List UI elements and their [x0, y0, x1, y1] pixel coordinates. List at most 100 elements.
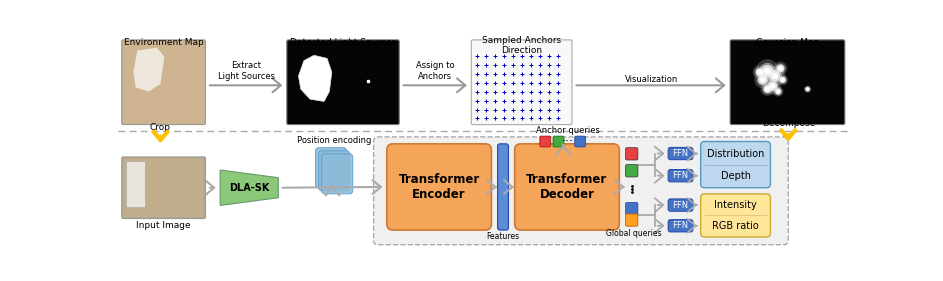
Circle shape [781, 78, 786, 82]
Text: Input Image: Input Image [137, 221, 190, 230]
FancyBboxPatch shape [122, 40, 206, 124]
Text: Environment Map: Environment Map [124, 38, 204, 47]
FancyBboxPatch shape [701, 194, 770, 237]
FancyBboxPatch shape [625, 214, 637, 226]
Circle shape [761, 78, 765, 82]
FancyBboxPatch shape [553, 136, 564, 147]
Circle shape [763, 85, 771, 94]
Circle shape [776, 64, 785, 73]
Text: Distribution: Distribution [707, 149, 764, 158]
FancyBboxPatch shape [701, 142, 770, 188]
Circle shape [776, 89, 781, 94]
FancyBboxPatch shape [124, 41, 204, 123]
FancyBboxPatch shape [730, 40, 845, 124]
FancyBboxPatch shape [124, 158, 204, 217]
Circle shape [778, 75, 787, 85]
Circle shape [774, 62, 786, 74]
Circle shape [804, 86, 811, 92]
Polygon shape [133, 47, 164, 92]
Text: Transformer
Encoder: Transformer Encoder [399, 173, 480, 201]
Text: Extract
Light Sources: Extract Light Sources [218, 61, 274, 81]
FancyBboxPatch shape [122, 157, 206, 219]
Text: Position encoding: Position encoding [297, 136, 372, 145]
Circle shape [772, 74, 777, 78]
Circle shape [780, 77, 786, 83]
Text: Sampled Anchors
Direction: Sampled Anchors Direction [482, 36, 561, 55]
FancyBboxPatch shape [124, 41, 204, 123]
Text: FFN: FFN [672, 221, 688, 230]
FancyBboxPatch shape [625, 148, 637, 160]
Text: FFN: FFN [672, 149, 688, 158]
Text: Detected Light Sources: Detected Light Sources [290, 38, 396, 47]
FancyBboxPatch shape [669, 220, 693, 232]
FancyBboxPatch shape [373, 137, 788, 245]
FancyBboxPatch shape [669, 169, 693, 182]
Circle shape [758, 71, 761, 74]
Circle shape [756, 60, 778, 81]
Polygon shape [298, 55, 332, 101]
FancyBboxPatch shape [387, 144, 491, 230]
FancyBboxPatch shape [287, 40, 399, 124]
Text: Intensity: Intensity [714, 200, 757, 210]
Circle shape [762, 65, 772, 76]
FancyBboxPatch shape [515, 144, 620, 230]
FancyBboxPatch shape [124, 41, 204, 123]
Text: DLA-SK: DLA-SK [229, 183, 270, 193]
FancyBboxPatch shape [625, 165, 637, 177]
Circle shape [769, 70, 782, 83]
Circle shape [782, 79, 784, 81]
Circle shape [769, 82, 777, 90]
Circle shape [766, 67, 785, 85]
FancyBboxPatch shape [574, 136, 586, 147]
Circle shape [805, 87, 810, 91]
Polygon shape [125, 161, 145, 207]
Circle shape [777, 65, 784, 71]
FancyBboxPatch shape [124, 41, 204, 123]
Text: Crop: Crop [150, 123, 171, 132]
FancyBboxPatch shape [669, 147, 693, 160]
FancyBboxPatch shape [319, 151, 350, 191]
FancyBboxPatch shape [124, 41, 204, 123]
Circle shape [755, 68, 764, 76]
Text: Global queries: Global queries [605, 228, 661, 237]
Text: FFN: FFN [672, 201, 688, 210]
FancyBboxPatch shape [322, 154, 353, 194]
Text: ···: ··· [562, 135, 573, 148]
Text: Visualization: Visualization [624, 75, 678, 84]
Circle shape [766, 88, 769, 91]
Text: Features: Features [487, 232, 520, 241]
Circle shape [765, 78, 781, 94]
Text: Gaussian Map: Gaussian Map [756, 38, 819, 47]
Circle shape [807, 89, 808, 90]
Circle shape [759, 76, 767, 84]
Circle shape [770, 84, 775, 88]
Text: Anchor queries: Anchor queries [536, 126, 600, 135]
Circle shape [773, 87, 783, 96]
Text: FFN: FFN [672, 171, 688, 180]
Circle shape [757, 74, 769, 85]
Circle shape [755, 72, 770, 88]
Circle shape [777, 90, 779, 93]
Text: Transformer
Decoder: Transformer Decoder [526, 173, 607, 201]
FancyBboxPatch shape [625, 202, 637, 215]
Text: RGB ratio: RGB ratio [712, 221, 759, 231]
Text: Depth: Depth [720, 171, 751, 181]
FancyBboxPatch shape [669, 199, 693, 211]
Circle shape [775, 88, 782, 95]
Circle shape [768, 81, 778, 92]
Text: Decompose: Decompose [762, 119, 815, 128]
Circle shape [765, 68, 770, 73]
Text: Assign to
Anchors: Assign to Anchors [416, 61, 455, 81]
Circle shape [760, 63, 775, 78]
FancyBboxPatch shape [498, 144, 508, 230]
FancyBboxPatch shape [539, 136, 551, 147]
Circle shape [753, 66, 766, 78]
FancyBboxPatch shape [124, 41, 204, 123]
Circle shape [756, 69, 763, 75]
Circle shape [770, 71, 780, 81]
Polygon shape [220, 170, 278, 205]
FancyBboxPatch shape [316, 148, 346, 188]
Circle shape [779, 67, 782, 70]
Circle shape [806, 88, 809, 91]
Circle shape [764, 86, 770, 92]
